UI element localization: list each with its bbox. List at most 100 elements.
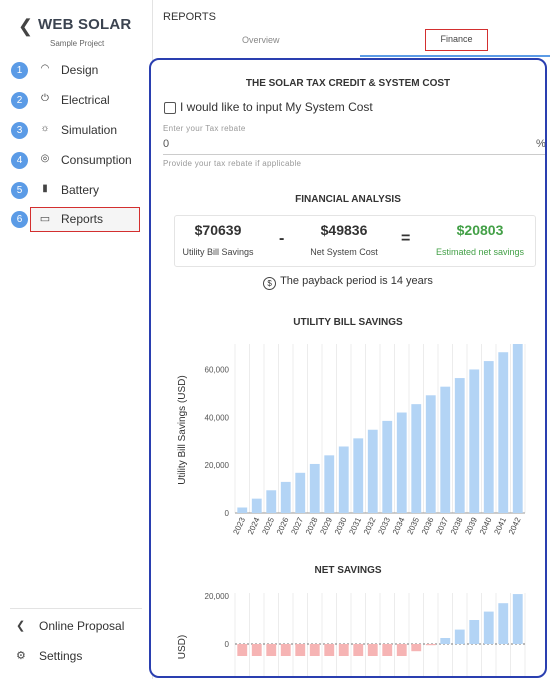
bar: [266, 644, 277, 656]
bar: [454, 629, 465, 644]
y-tick-label: 20,000: [205, 592, 230, 601]
y-tick-label: 40,000: [205, 413, 230, 422]
x-tick-label: 2025: [260, 516, 276, 536]
bar: [411, 404, 422, 513]
step-number: 2: [11, 92, 28, 109]
bar: [454, 378, 465, 513]
divider: [10, 608, 142, 609]
financial-section-title: FINANCIAL ANALYSIS: [295, 194, 401, 205]
gear-icon: ⚙: [16, 650, 26, 662]
bar: [251, 644, 262, 656]
bar: [295, 472, 306, 513]
sidebar-item-battery[interactable]: 5 ▮ Battery: [0, 179, 152, 205]
y-tick-label: 0: [225, 640, 230, 649]
bar: [440, 386, 451, 513]
tax-rebate-helper: Provide your tax rebate if applicable: [163, 159, 302, 168]
step-number: 3: [11, 122, 28, 139]
step-number: 5: [11, 182, 28, 199]
bar: [353, 644, 364, 656]
bar: [295, 644, 306, 656]
finance-report: THE SOLAR TAX CREDIT & SYSTEM COST I wou…: [149, 58, 547, 678]
net-savings-chart: 0 20,000 USD): [177, 592, 526, 676]
x-tick-label: 2036: [420, 516, 436, 536]
bar: [498, 352, 509, 513]
bar: [483, 361, 494, 513]
net-savings-label: Estimated net savings: [435, 247, 525, 257]
bar: [309, 644, 320, 656]
bar: [498, 603, 509, 644]
bar: [280, 481, 291, 513]
y-tick-label: 20,000: [205, 461, 230, 470]
payback-text: The payback period is 14 years: [280, 275, 433, 287]
bar: [367, 644, 378, 656]
bar: [266, 490, 277, 513]
net-savings-value: $20803: [456, 222, 504, 238]
sidebar-item-simulation[interactable]: 3 ☼ Simulation: [0, 119, 152, 145]
bar: [324, 644, 335, 656]
x-tick-label: 2037: [434, 516, 450, 536]
bar: [237, 507, 248, 513]
online-proposal-link[interactable]: ❮ Online Proposal: [0, 618, 152, 638]
bar: [440, 638, 451, 644]
tax-rebate-unit: %: [536, 138, 546, 150]
footer-item-label: Settings: [39, 649, 83, 663]
page-title: REPORTS: [163, 11, 216, 23]
tab-overview[interactable]: Overview: [242, 35, 280, 45]
sidebar-item-consumption[interactable]: 4 ◎ Consumption: [0, 149, 152, 175]
chevron-left-icon[interactable]: ❮: [18, 16, 34, 36]
x-tick-label: 2038: [449, 516, 465, 536]
tax-rebate-input[interactable]: 0: [163, 138, 170, 150]
utility-savings-value: $70639: [194, 222, 242, 238]
bulb-icon: ◎: [40, 153, 50, 164]
sidebar-item-label: Simulation: [61, 123, 118, 137]
x-tick-label: 2029: [318, 516, 334, 536]
minus-sign: -: [279, 230, 285, 247]
step-number: 1: [11, 62, 28, 79]
bar: [353, 438, 364, 513]
utility-savings-label: Utility Bill Savings: [182, 247, 254, 257]
bar: [382, 644, 393, 656]
x-tick-label: 2035: [405, 516, 421, 536]
sidebar: ❮ WEB SOLAR Sample Project 1 ◠ Design 2 …: [0, 0, 153, 679]
bar: [469, 620, 480, 644]
sidebar-item-electrical[interactable]: 2 ⏻ Electrical: [0, 89, 152, 115]
bar: [411, 644, 422, 652]
tab-finance[interactable]: Finance: [425, 29, 488, 51]
x-tick-label: 2023: [231, 516, 247, 536]
step-number: 4: [11, 152, 28, 169]
step-number: 6: [11, 211, 28, 228]
project-name: Sample Project: [50, 39, 105, 48]
system-cost-checkbox-label[interactable]: I would like to input My System Cost: [180, 100, 373, 114]
system-cost-checkbox[interactable]: [164, 102, 176, 114]
x-tick-label: 2039: [463, 516, 479, 536]
bar: [396, 412, 407, 513]
x-tick-label: 2032: [362, 516, 378, 536]
net-system-cost-value: $49836: [320, 222, 368, 238]
financial-summary: $70639 Utility Bill Savings - $49836 Net…: [174, 215, 536, 267]
wifi-icon: ◠: [40, 63, 50, 74]
tax-rebate-label: Enter your Tax rebate: [163, 124, 246, 133]
x-tick-label: 2041: [492, 516, 508, 536]
active-tab-indicator: [360, 55, 550, 57]
x-tick-label: 2026: [275, 516, 291, 536]
sidebar-item-label: Design: [61, 63, 99, 77]
dollar-circle-icon: $: [263, 277, 277, 290]
y-tick-label: 60,000: [205, 365, 230, 374]
bar: [512, 344, 523, 513]
tax-section-title: THE SOLAR TAX CREDIT & SYSTEM COST: [245, 78, 451, 89]
x-tick-label: 2024: [246, 516, 262, 536]
bar: [324, 455, 335, 513]
bar: [382, 420, 393, 513]
bar: [396, 644, 407, 656]
payback-period: $ The payback period is 14 years: [151, 275, 545, 290]
bar: [237, 644, 248, 656]
sidebar-item-design[interactable]: 1 ◠ Design: [0, 59, 152, 85]
settings-link[interactable]: ⚙ Settings: [0, 648, 152, 668]
folder-icon: ▭: [39, 213, 51, 225]
bar: [512, 594, 523, 644]
bar: [483, 611, 494, 644]
bar: [425, 644, 436, 646]
main-panel: REPORTS Overview Finance THE SOLAR TAX C…: [149, 0, 550, 679]
active-highlight: [30, 207, 140, 232]
sidebar-item-reports[interactable]: 6 ▭ Reports: [0, 207, 152, 234]
